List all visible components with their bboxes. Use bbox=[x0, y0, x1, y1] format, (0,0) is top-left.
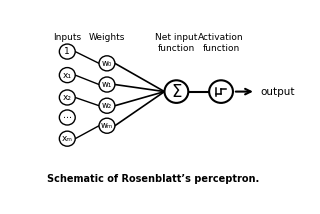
Text: w₁: w₁ bbox=[102, 80, 112, 89]
Text: 1: 1 bbox=[64, 47, 70, 56]
Circle shape bbox=[99, 98, 115, 113]
Circle shape bbox=[99, 56, 115, 71]
Text: w₀: w₀ bbox=[102, 59, 112, 68]
Text: x₁: x₁ bbox=[63, 71, 72, 80]
Circle shape bbox=[59, 68, 75, 83]
Text: Net input
function: Net input function bbox=[155, 33, 197, 53]
Text: ⋯: ⋯ bbox=[63, 113, 72, 122]
Text: Schematic of Rosenblatt’s perceptron.: Schematic of Rosenblatt’s perceptron. bbox=[47, 174, 260, 184]
Text: xₘ: xₘ bbox=[62, 134, 73, 143]
Circle shape bbox=[59, 131, 75, 146]
Text: output: output bbox=[261, 87, 295, 97]
Text: Weights: Weights bbox=[89, 33, 125, 42]
Circle shape bbox=[209, 80, 233, 103]
Text: w₂: w₂ bbox=[102, 101, 112, 110]
Text: Activation
function: Activation function bbox=[198, 33, 244, 53]
Circle shape bbox=[99, 118, 115, 133]
Circle shape bbox=[164, 80, 188, 103]
Text: x₂: x₂ bbox=[63, 93, 72, 102]
Circle shape bbox=[99, 77, 115, 92]
Circle shape bbox=[59, 90, 75, 105]
Circle shape bbox=[59, 110, 75, 125]
Circle shape bbox=[59, 44, 75, 59]
Text: Σ: Σ bbox=[171, 83, 182, 101]
Text: Inputs: Inputs bbox=[53, 33, 81, 42]
Text: wₘ: wₘ bbox=[101, 121, 113, 130]
